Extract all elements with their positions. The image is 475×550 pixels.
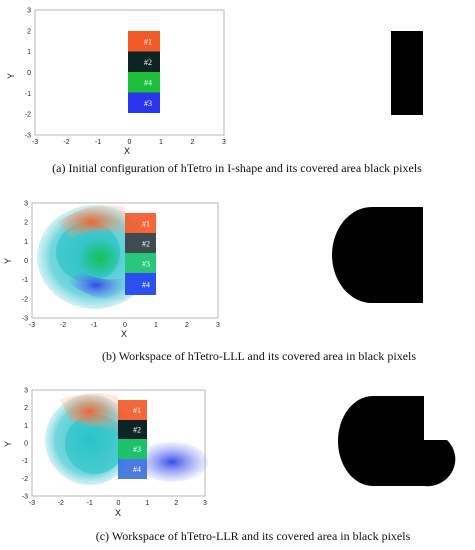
block-label: #2: [133, 426, 141, 435]
block-label: #2: [144, 58, 152, 67]
caption: (b) Workspace of hTetro-LLL and its cove…: [102, 349, 416, 363]
panel-a: 3 2 1 0 -1 -2 -3 -3 -2 -1 0 1 2 3 Y X #1…: [6, 8, 423, 175]
panel-c: 3 2 1 0 -1 -2 -3 -3 -2 -1 0 1 2 3 Y X #1…: [3, 388, 456, 543]
block-label: #1: [144, 38, 152, 47]
covered-area-black: [332, 207, 423, 303]
block-1: [128, 31, 160, 52]
y-tick: 0: [24, 258, 28, 265]
caption: (a) Initial configuration of hTetro in I…: [52, 161, 422, 175]
y-tick: 2: [27, 28, 31, 35]
x-tick: -2: [63, 139, 69, 146]
y-axis-label: Y: [3, 258, 13, 264]
y-tick: -3: [22, 316, 28, 323]
x-tick: -3: [29, 322, 35, 329]
workspace-blue: [136, 442, 208, 482]
y-tick: -1: [22, 458, 28, 465]
workspace-red: [60, 393, 118, 430]
covered-area-black: [338, 396, 456, 487]
workspace-core: [65, 414, 125, 474]
x-tick: 3: [216, 322, 220, 329]
y-ticks: 3 2 1 0 -1 -2 -3: [22, 201, 28, 323]
x-tick: -2: [58, 500, 64, 507]
x-tick: 0: [117, 500, 121, 507]
x-tick: -2: [60, 322, 66, 329]
y-tick: 1: [24, 239, 28, 246]
block-4: [118, 459, 147, 479]
x-tick: 2: [191, 139, 195, 146]
y-tick: 2: [24, 220, 28, 227]
y-tick: 1: [24, 423, 28, 430]
y-tick: 2: [24, 405, 28, 412]
y-tick: 3: [24, 388, 28, 395]
block-label: #4: [144, 79, 152, 88]
x-tick: 1: [154, 322, 158, 329]
block-2: [128, 51, 160, 72]
x-tick: -1: [95, 139, 101, 146]
x-tick: -3: [32, 139, 38, 146]
workspace-red: [58, 205, 125, 238]
x-tick: 0: [123, 322, 127, 329]
x-tick: 3: [203, 500, 207, 507]
block-1: [118, 400, 147, 420]
block-4: [128, 72, 160, 93]
y-tick: 0: [27, 70, 31, 77]
x-ticks: -3 -2 -1 0 1 2 3: [32, 139, 226, 146]
block-3: [125, 253, 156, 273]
x-axis-label: X: [121, 329, 127, 339]
block-label: #1: [142, 220, 150, 229]
y-tick: 3: [27, 8, 31, 15]
panel-b: 3 2 1 0 -1 -2 -3 -3 -2 -1 0 1 2 3 Y X #1…: [3, 201, 423, 363]
y-tick: 3: [24, 201, 28, 208]
x-axis-label: X: [124, 146, 130, 156]
y-tick: -1: [22, 277, 28, 284]
block-3: [118, 439, 147, 459]
block-label: #2: [142, 240, 150, 249]
x-tick: -1: [87, 500, 93, 507]
x-tick: 3: [222, 139, 226, 146]
block-label: #3: [144, 99, 152, 108]
block-3: [128, 92, 160, 113]
x-tick: 0: [128, 139, 132, 146]
block-label: #3: [133, 445, 141, 454]
y-axis-label: Y: [3, 441, 13, 447]
x-tick: 2: [185, 322, 189, 329]
y-tick: 0: [24, 441, 28, 448]
x-tick: -3: [29, 500, 35, 507]
block-label: #3: [142, 260, 150, 269]
y-ticks: 3 2 1 0 -1 -2 -3: [22, 388, 28, 501]
y-axis-label: Y: [6, 73, 16, 79]
block-4: [125, 273, 156, 295]
y-tick: -3: [22, 494, 28, 501]
block-1: [125, 213, 156, 233]
y-tick: -2: [22, 296, 28, 303]
block-label: #4: [142, 281, 150, 290]
block-2: [125, 233, 156, 253]
x-axis-label: X: [115, 508, 121, 518]
x-tick: 1: [145, 500, 149, 507]
x-tick: -1: [91, 322, 97, 329]
y-ticks: 3 2 1 0 -1 -2 -3: [25, 8, 31, 140]
y-tick: -2: [25, 112, 31, 119]
y-tick: -1: [25, 91, 31, 98]
x-ticks: -3 -2 -1 0 1 2 3: [29, 322, 220, 329]
block-label: #1: [133, 406, 141, 415]
caption: (c) Workspace of hTetro-LLR and its cove…: [96, 529, 411, 543]
x-ticks: -3 -2 -1 0 1 2 3: [29, 500, 207, 507]
block-label: #4: [133, 465, 141, 474]
workspace-green: [78, 238, 122, 278]
y-tick: 1: [27, 49, 31, 56]
x-tick: 2: [174, 500, 178, 507]
y-tick: -2: [22, 476, 28, 483]
y-tick: -3: [25, 133, 31, 140]
block-2: [118, 420, 147, 439]
x-tick: 1: [159, 139, 163, 146]
covered-area-black: [391, 31, 423, 115]
workspace-blue: [68, 270, 124, 301]
